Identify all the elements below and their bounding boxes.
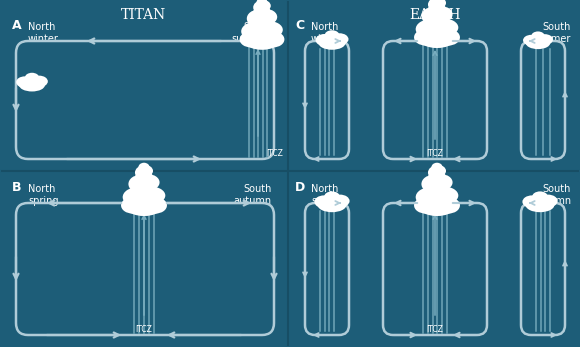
Text: TITAN: TITAN — [121, 8, 166, 22]
Ellipse shape — [414, 197, 437, 213]
Ellipse shape — [428, 2, 446, 17]
Text: South
summer: South summer — [531, 22, 571, 44]
Text: South
autumn: South autumn — [533, 184, 571, 206]
Ellipse shape — [31, 76, 48, 87]
Text: North
winter: North winter — [311, 22, 342, 44]
Ellipse shape — [429, 18, 458, 36]
Ellipse shape — [429, 186, 458, 204]
Ellipse shape — [331, 33, 349, 45]
Text: North
spring: North spring — [311, 184, 342, 206]
Text: D: D — [295, 181, 305, 194]
Ellipse shape — [318, 36, 346, 50]
Text: ITCZ: ITCZ — [426, 149, 444, 158]
Ellipse shape — [414, 29, 437, 45]
Ellipse shape — [241, 22, 270, 41]
Ellipse shape — [432, 0, 446, 9]
Ellipse shape — [138, 165, 153, 177]
Ellipse shape — [240, 31, 262, 48]
Ellipse shape — [432, 163, 443, 172]
Ellipse shape — [144, 197, 167, 213]
Ellipse shape — [16, 76, 34, 88]
Ellipse shape — [135, 166, 150, 179]
Ellipse shape — [128, 175, 151, 193]
Ellipse shape — [256, 0, 267, 7]
Ellipse shape — [244, 32, 280, 50]
Text: A: A — [12, 19, 21, 32]
Ellipse shape — [324, 30, 339, 41]
Ellipse shape — [132, 183, 156, 202]
Text: EARTH: EARTH — [409, 8, 461, 22]
Ellipse shape — [532, 192, 548, 203]
Text: North
winter: North winter — [28, 22, 59, 44]
Ellipse shape — [416, 187, 445, 207]
Ellipse shape — [428, 170, 446, 185]
Ellipse shape — [430, 6, 452, 23]
Ellipse shape — [262, 31, 284, 48]
Text: South
summer: South summer — [231, 22, 272, 44]
Ellipse shape — [135, 170, 153, 185]
Ellipse shape — [430, 174, 452, 191]
Ellipse shape — [250, 17, 274, 36]
Text: ITCZ: ITCZ — [266, 149, 283, 158]
Ellipse shape — [137, 174, 160, 191]
Ellipse shape — [422, 7, 444, 25]
Ellipse shape — [538, 195, 557, 208]
Ellipse shape — [25, 73, 39, 83]
Text: North
spring: North spring — [28, 184, 59, 206]
Text: B: B — [12, 181, 21, 194]
Text: South
autumn: South autumn — [234, 184, 272, 206]
Ellipse shape — [428, 166, 443, 179]
Text: ITCZ: ITCZ — [136, 325, 153, 334]
Ellipse shape — [316, 34, 334, 46]
Ellipse shape — [428, 0, 443, 11]
Ellipse shape — [425, 183, 450, 202]
Ellipse shape — [425, 14, 450, 34]
Ellipse shape — [419, 198, 455, 216]
Ellipse shape — [419, 30, 455, 48]
Ellipse shape — [523, 35, 539, 46]
Ellipse shape — [432, 0, 443, 5]
Ellipse shape — [253, 5, 271, 19]
Ellipse shape — [416, 19, 445, 39]
Text: C: C — [295, 19, 304, 32]
Ellipse shape — [254, 21, 283, 39]
Ellipse shape — [318, 198, 346, 212]
Ellipse shape — [256, 0, 271, 11]
Ellipse shape — [121, 197, 144, 213]
Ellipse shape — [437, 29, 460, 45]
Ellipse shape — [525, 198, 554, 212]
Ellipse shape — [536, 34, 553, 45]
Ellipse shape — [138, 163, 150, 172]
Ellipse shape — [331, 195, 350, 208]
Ellipse shape — [432, 165, 446, 177]
Ellipse shape — [19, 78, 45, 92]
Ellipse shape — [314, 195, 333, 208]
Ellipse shape — [253, 1, 267, 14]
Ellipse shape — [422, 175, 444, 193]
Ellipse shape — [136, 186, 165, 204]
Ellipse shape — [324, 192, 340, 203]
Ellipse shape — [255, 9, 277, 25]
Ellipse shape — [437, 197, 460, 213]
Ellipse shape — [525, 37, 550, 49]
Ellipse shape — [531, 32, 545, 41]
Text: ITCZ: ITCZ — [426, 325, 444, 334]
Ellipse shape — [247, 10, 269, 27]
Ellipse shape — [523, 195, 542, 208]
Ellipse shape — [123, 187, 152, 207]
Ellipse shape — [126, 198, 162, 216]
